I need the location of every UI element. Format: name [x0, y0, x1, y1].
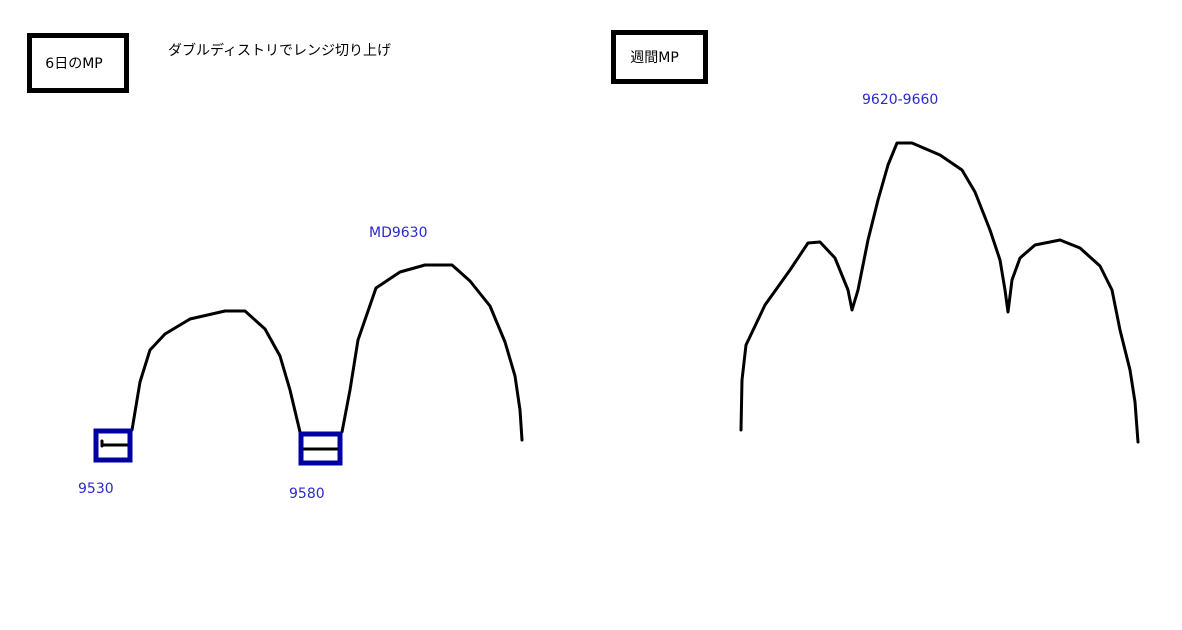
double-distribution-note: ダブルディストリでレンジ切り上げ [168, 43, 392, 59]
weekly-range-label: 9620-9660 [862, 92, 939, 108]
low2-label: 9580 [289, 486, 325, 502]
weekly-mp-title: 週間MP [630, 50, 679, 66]
low1-label: 9530 [78, 481, 114, 497]
weekly-profile [739, 141, 1140, 444]
daily-profile-right-hump [340, 263, 524, 442]
md-label: MD9630 [369, 225, 428, 241]
low2-box [298, 431, 343, 466]
daily-mp-title-box: 6日のMP [27, 33, 129, 93]
daily-mp-title: 6日のMP [45, 56, 103, 72]
low1-tick [100, 439, 130, 448]
weekly-mp-title-box: 週間MP [611, 30, 708, 84]
daily-profile-left-hump [130, 309, 302, 434]
low1-box [93, 428, 133, 463]
